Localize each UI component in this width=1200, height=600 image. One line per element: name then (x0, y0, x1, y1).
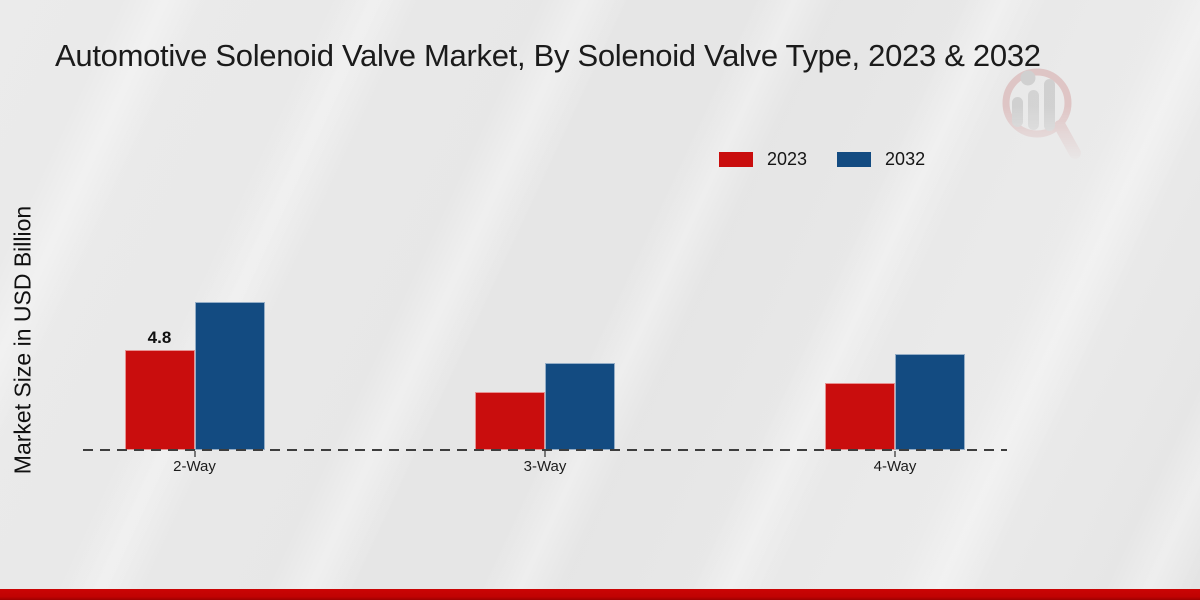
category-label-4-Way: 4-Way (873, 458, 917, 475)
bar-2023-4-Way[interactable] (825, 383, 895, 450)
chart-title: Automotive Solenoid Valve Market, By Sol… (55, 38, 1041, 73)
legend-label-2032: 2032 (885, 149, 926, 169)
category-label-3-Way: 3-Way (523, 458, 567, 475)
bar-2032-3-Way[interactable] (545, 362, 615, 450)
axis-tick (193, 451, 196, 457)
bar-2023-2-Way[interactable] (124, 350, 195, 450)
y-axis-title: Market Size in USD Billion (9, 205, 36, 475)
footer-accent-bar (0, 589, 1200, 600)
legend-item-2023[interactable]: 2023 (719, 149, 807, 170)
legend-item-2032[interactable]: 2032 (837, 149, 925, 170)
magnifier-bar-chart-logo-icon (1002, 68, 1081, 159)
axis-tick (544, 451, 546, 457)
x-axis-baseline (83, 449, 1007, 451)
axis-tick (894, 451, 896, 457)
bar-2023-3-Way[interactable] (475, 391, 545, 450)
data-label-2023-2-Way: 4.8 (147, 328, 172, 347)
legend: 2023 2032 (719, 149, 925, 170)
legend-label-2023: 2023 (767, 149, 808, 169)
legend-swatch-2023 (719, 152, 753, 167)
legend-swatch-2032 (837, 152, 872, 167)
bar-2032-4-Way[interactable] (895, 354, 965, 450)
bar-2032-2-Way[interactable] (194, 302, 265, 450)
category-label-2-Way: 2-Way (173, 458, 216, 475)
